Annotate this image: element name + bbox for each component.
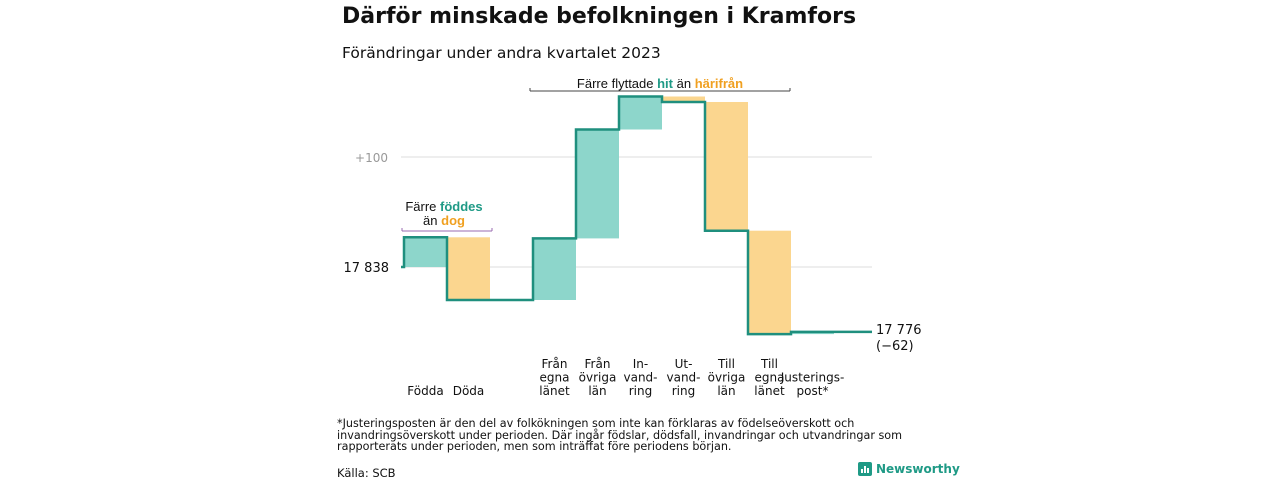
category-label: Födda	[407, 384, 443, 398]
category-label: egna	[755, 371, 785, 385]
category-label: Till	[717, 357, 735, 371]
bar	[619, 96, 662, 130]
bar	[404, 237, 447, 267]
category-label: egna	[540, 371, 570, 385]
chart-title: Därför minskade befolkningen i Kramfors	[342, 4, 857, 29]
footnote: *Justeringsposten är den del av folkökni…	[337, 417, 903, 453]
newsworthy-icon	[858, 462, 872, 476]
brand-logo: Newsworthy	[858, 462, 960, 476]
category-label: län	[717, 384, 735, 398]
bar	[533, 238, 576, 300]
bar	[748, 230, 791, 335]
annotation-births-deaths: Färre föddes	[405, 199, 482, 214]
bar	[576, 129, 619, 239]
start-value-label: 17 838	[344, 261, 390, 276]
category-label: Från	[542, 357, 568, 371]
chart-subtitle: Förändringar under andra kvartalet 2023	[342, 44, 661, 62]
category-label: ring	[672, 384, 696, 398]
source-label: Källa: SCB	[337, 466, 396, 480]
brand-name: Newsworthy	[876, 462, 960, 476]
category-label: Till	[760, 357, 778, 371]
category-label: In-	[633, 357, 648, 371]
bar	[447, 237, 490, 300]
annotation-migration: Färre flyttade hit än härifrån	[577, 76, 743, 91]
end-change-label: (−62)	[876, 339, 914, 354]
category-label: Ut-	[675, 357, 693, 371]
category-label: ring	[629, 384, 653, 398]
category-label: övriga	[708, 371, 746, 385]
category-label: post*	[797, 384, 829, 398]
category-label: vand-	[623, 371, 657, 385]
annotation-births-deaths-line2: än dog	[423, 213, 465, 228]
category-label: övriga	[579, 371, 617, 385]
category-label: Justerings-	[780, 371, 845, 385]
gridline-label: +100	[355, 151, 388, 165]
category-label: vand-	[666, 371, 700, 385]
category-label: Döda	[453, 384, 485, 398]
bar	[662, 96, 705, 102]
category-label: Från	[585, 357, 611, 371]
bar	[705, 102, 748, 231]
running-total-line	[401, 95, 872, 336]
category-label: länet	[539, 384, 570, 398]
category-label: länet	[754, 384, 785, 398]
end-value-label: 17 776	[876, 323, 922, 338]
category-label: län	[588, 384, 606, 398]
